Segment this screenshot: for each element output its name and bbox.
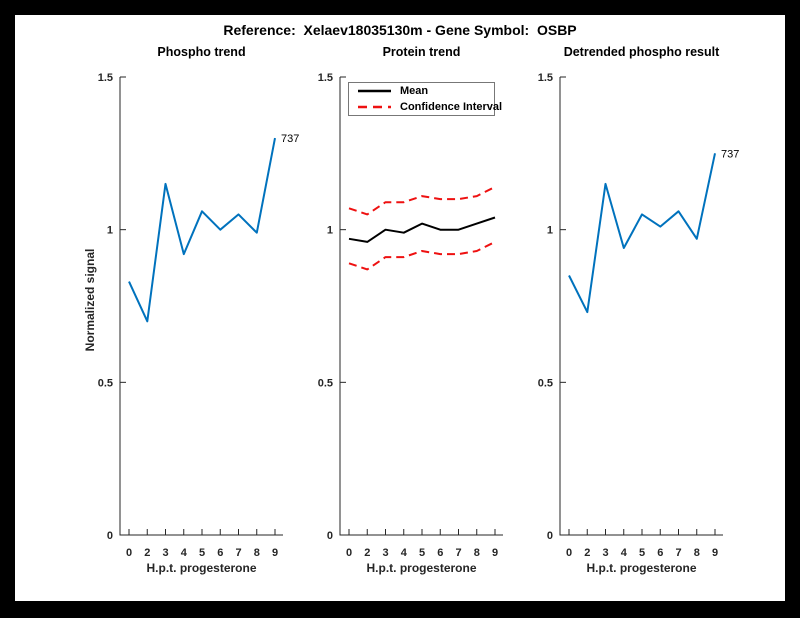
y-tick-label: 1.5 [318, 72, 333, 84]
y-tick-label: 1 [107, 225, 113, 237]
x-tick-label: 0 [566, 547, 572, 559]
axis-spines [119, 77, 283, 536]
x-tick-label: 0 [126, 547, 132, 559]
x-tick-label: 5 [639, 547, 645, 559]
y-tick-label: 1.5 [98, 72, 113, 84]
x-tick-label: 7 [235, 547, 241, 559]
series-line-phospho-signal [128, 137, 276, 323]
x-tick-label: 5 [419, 547, 425, 559]
series-end-label: 737 [281, 133, 299, 145]
series-end-label: 737 [721, 148, 739, 160]
x-axis-label: H.p.t. progesterone [586, 561, 697, 575]
x-tick-label: 7 [455, 547, 461, 559]
x-tick-label: 5 [199, 547, 205, 559]
protein-trend-plot: 00.511.50 2 3 4 5 6 7 8 9 [318, 72, 503, 559]
subplot-phospho-trend: Phospho trend 0 0.5 1 1.5 0 2 3 4 5 6 7 8 9 737 H.p.t… [75, 45, 315, 590]
x-tick-label: 9 [272, 547, 278, 559]
x-tick-label: 0 [346, 547, 352, 559]
x-tick-label: 7 [675, 547, 681, 559]
figure-title: Reference: Xelaev18035130m - Gene Symbol… [223, 22, 577, 38]
legend-label: Confidence Interval [400, 101, 503, 113]
solid-line-sample-icon [358, 89, 391, 93]
x-axis-label: H.p.t. progesterone [146, 561, 257, 575]
x-tick-label: 3 [382, 547, 388, 559]
y-tick-label: 0.5 [318, 377, 333, 389]
x-tick-label: 9 [712, 547, 718, 559]
x-tick-label: 9 [492, 547, 498, 559]
series-line-confidence-upper [348, 186, 496, 216]
x-tick-label: 3 [162, 547, 168, 559]
x-tick-label: 4 [181, 547, 188, 559]
x-tick-label: 2 [584, 547, 590, 559]
x-tick-label: 6 [657, 547, 663, 559]
figure-canvas: Reference: Xelaev18035130m - Gene Symbol… [15, 15, 785, 601]
x-axis-label: H.p.t. progesterone [366, 561, 477, 575]
y-tick-label: 0 [327, 530, 333, 542]
series-line-detrended-phospho-signal [568, 153, 716, 314]
y-tick-label: 1 [327, 225, 333, 237]
y-tick-label: 0.5 [538, 377, 553, 389]
legend-label: Mean [400, 85, 429, 97]
x-tick-label: 2 [364, 547, 370, 559]
x-tick-label: 8 [254, 547, 260, 559]
legend-box: Mean Confidence Interval [348, 82, 502, 116]
y-tick-label: 1 [547, 225, 553, 237]
series-line-confidence-lower [348, 241, 496, 271]
subplot-protein-trend: Protein trend 0 0.5 1 1.5 0 2 3 4 5 6 7 8 9 Mean Con… [295, 45, 535, 590]
legend-item-confidence-interval: Confidence Interval [358, 100, 502, 114]
x-tick-label: 8 [474, 547, 480, 559]
x-tick-label: 4 [401, 547, 408, 559]
x-tick-label: 6 [437, 547, 443, 559]
subplot-title: Phospho trend [157, 45, 246, 59]
dashed-line-sample-icon [358, 105, 391, 109]
series-line-mean [348, 216, 496, 243]
x-tick-label: 3 [602, 547, 608, 559]
x-tick-label: 4 [621, 547, 628, 559]
x-tick-label: 2 [144, 547, 150, 559]
x-tick-label: 6 [217, 547, 223, 559]
y-tick-label: 0 [547, 530, 553, 542]
subplot-title: Detrended phospho result [563, 45, 720, 59]
y-tick-label: 1.5 [538, 72, 553, 84]
legend-item-mean: Mean [358, 84, 494, 98]
subplot-detrended-phospho: Detrended phospho result 0 0.5 1 1.5 0 2 3 4 5 6 7… [515, 45, 755, 590]
subplot-title: Protein trend [382, 45, 461, 59]
y-tick-label: 0.5 [98, 377, 113, 389]
x-tick-label: 8 [694, 547, 700, 559]
axis-spines [339, 77, 503, 536]
y-tick-label: 0 [107, 530, 113, 542]
